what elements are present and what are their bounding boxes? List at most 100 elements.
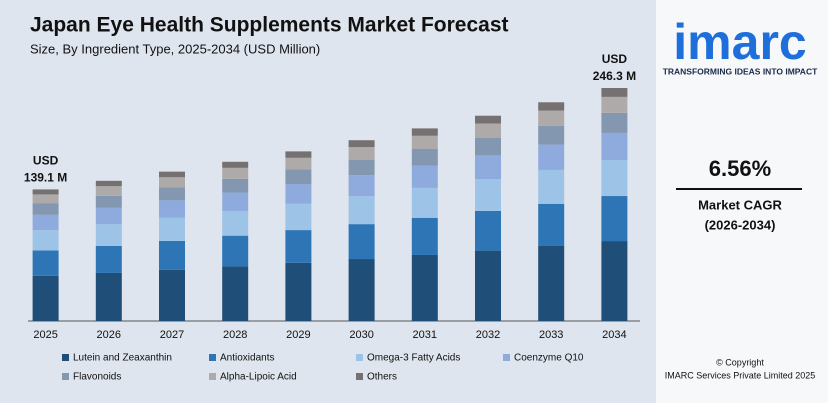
bar-segment [285, 262, 312, 321]
bar-segment [32, 194, 59, 204]
bar-segment [411, 187, 438, 218]
x-tick-label: 2033 [539, 329, 563, 341]
bar-segment [538, 203, 565, 246]
bar-segment [601, 132, 628, 160]
bar-segment [32, 189, 59, 195]
bar-segment [285, 230, 312, 263]
bar-segment [411, 165, 438, 188]
bar-segment [601, 196, 628, 242]
bar-segment [601, 112, 628, 133]
bar-segment [475, 115, 501, 124]
x-tick-label: 2028 [223, 329, 247, 341]
legend-label: Alpha-Lipoic Acid [220, 372, 297, 383]
x-tick-label: 2034 [602, 329, 626, 341]
x-tick-label: 2032 [476, 329, 500, 341]
legend-swatch [356, 373, 363, 380]
bar-segment [32, 230, 59, 251]
bar-segment [95, 207, 122, 225]
legend-swatch [209, 354, 216, 361]
legend-label: Flavonoids [73, 372, 121, 383]
bar-segment [285, 151, 312, 158]
bar-segment [159, 217, 185, 241]
x-tick-label: 2027 [160, 329, 184, 341]
bar-segment [348, 147, 375, 160]
tagline: TRANSFORMING IDEAS INTO IMPACT [663, 66, 818, 76]
cagr-period: (2026-2034) [705, 217, 776, 232]
bar-segment [32, 214, 59, 231]
bar-segment [411, 217, 438, 255]
bar-segment [32, 275, 59, 321]
bar-segment [475, 137, 501, 156]
bar-segment [159, 200, 185, 218]
bar-segment [475, 123, 501, 138]
bar-segment [411, 128, 438, 136]
x-tick-label: 2029 [286, 329, 310, 341]
bar-segment [159, 177, 185, 188]
bar-segment [475, 155, 501, 180]
bar-segment [538, 110, 565, 126]
bar-segment [348, 140, 375, 148]
bar-segment [159, 269, 185, 321]
bar-segment [348, 196, 375, 225]
legend-label: Omega-3 Fatty Acids [367, 353, 460, 364]
bar-segment [348, 224, 375, 260]
bar-segment [411, 254, 438, 321]
bar-segment [222, 161, 249, 168]
copyright: © Copyright [716, 357, 764, 367]
bar-segment [601, 96, 628, 113]
bar-segment [538, 245, 565, 321]
bar-segment [348, 159, 375, 176]
bar-segment [95, 272, 122, 321]
annotation: 246.3 M [593, 69, 636, 83]
bar-segment [222, 266, 249, 321]
bar-segment [32, 250, 59, 276]
bar-segment [538, 125, 565, 145]
bar-segment [411, 135, 438, 150]
bar-segment [222, 210, 249, 236]
x-tick-label: 2031 [413, 329, 437, 341]
bar-segment [159, 187, 185, 201]
annotation: USD [33, 154, 59, 168]
company: IMARC Services Private Limited 2025 [665, 370, 816, 380]
legend-swatch [503, 354, 510, 361]
bar-segment [222, 235, 249, 267]
bar-segment [538, 169, 565, 204]
legend-label: Lutein and Zeaxanthin [73, 353, 172, 364]
annotation: 139.1 M [24, 171, 67, 185]
bar-segment [411, 149, 438, 166]
bar-segment [475, 210, 501, 251]
annotation: USD [602, 52, 628, 66]
legend-swatch [356, 354, 363, 361]
bar-segment [32, 203, 59, 215]
bar-segment [285, 203, 312, 231]
x-tick-label: 2030 [349, 329, 373, 341]
bar-segment [95, 195, 122, 208]
bar-segment [475, 179, 501, 211]
sidebar-background [656, 0, 828, 403]
bar-segment [538, 144, 565, 170]
bar-segment [222, 167, 249, 179]
bar-segment [348, 175, 375, 197]
bar-segment [538, 102, 565, 111]
bar-segment [348, 259, 375, 321]
chart-title: Japan Eye Health Supplements Market Fore… [30, 14, 509, 37]
bar-segment [222, 178, 249, 193]
x-tick-label: 2025 [33, 329, 57, 341]
bar-segment [95, 180, 122, 187]
bar-segment [601, 88, 628, 97]
bar-segment [159, 171, 185, 178]
bar-segment [159, 240, 185, 270]
bar-segment [285, 157, 312, 170]
bar-segment [95, 186, 122, 196]
bar-segment [95, 245, 122, 273]
logo: imarc [673, 14, 806, 70]
legend-swatch [209, 373, 216, 380]
bar-segment [601, 241, 628, 321]
bar-segment [601, 159, 628, 197]
x-tick-label: 2026 [97, 329, 121, 341]
legend-swatch [62, 354, 69, 361]
bar-segment [285, 184, 312, 204]
legend-swatch [62, 373, 69, 380]
chart-subtitle: Size, By Ingredient Type, 2025-2034 (USD… [30, 41, 320, 56]
cagr-value: 6.56% [709, 156, 771, 181]
